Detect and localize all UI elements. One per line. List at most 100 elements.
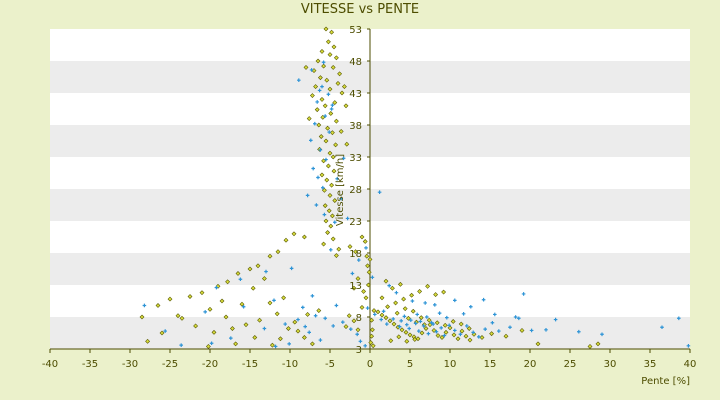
scatter-point	[387, 283, 391, 288]
scatter-point	[325, 163, 331, 169]
scatter-point	[335, 80, 341, 86]
scatter-point	[329, 107, 334, 111]
scatter-point	[355, 332, 359, 337]
scatter-point	[389, 285, 395, 291]
scatter-point	[334, 303, 339, 308]
scatter-point	[426, 317, 432, 323]
scatter-point	[391, 317, 395, 321]
scatter-point	[365, 263, 371, 269]
x-tick-label: 15	[484, 359, 497, 370]
scatter-point	[344, 141, 350, 147]
scatter-point	[319, 96, 325, 102]
scatter-point	[281, 295, 287, 301]
scatter-point	[319, 48, 325, 54]
scatter-point	[497, 329, 501, 333]
scatter-point	[333, 220, 337, 225]
scatter-point	[296, 317, 300, 322]
chart-title: VITESSE vs PENTE	[300, 2, 420, 17]
scatter-point	[343, 103, 349, 109]
y-tick-label: 33	[349, 153, 362, 164]
scatter-point	[205, 344, 211, 349]
y-tick-label: 28	[349, 185, 362, 196]
scatter-point	[333, 118, 339, 124]
scatter-point	[471, 330, 475, 335]
scatter-point	[287, 342, 291, 346]
scatter-point	[193, 323, 199, 329]
scatter-point	[368, 340, 374, 346]
scatter-point	[370, 343, 376, 349]
x-tick-label: 30	[604, 359, 617, 370]
scatter-point	[233, 341, 239, 347]
scatter-point	[328, 223, 334, 229]
scatter-point	[314, 203, 319, 207]
scatter-point	[333, 55, 339, 61]
scatter-point	[455, 336, 461, 342]
y-tick-label: 18	[349, 249, 362, 260]
scatter-point	[396, 334, 402, 340]
scatter-point	[320, 84, 324, 89]
scatter-point	[309, 68, 314, 72]
scatter-point	[145, 338, 151, 344]
scatter-point	[353, 249, 359, 255]
scatter-point	[330, 103, 335, 107]
scatter-point	[433, 292, 439, 298]
scatter-point	[327, 150, 333, 156]
scatter-point	[313, 313, 318, 318]
scatter-point	[187, 294, 193, 299]
scatter-point	[219, 298, 225, 304]
scatter-point	[250, 285, 256, 291]
scatter-point	[317, 88, 322, 93]
scatter-point	[223, 314, 229, 320]
scatter-point	[175, 313, 181, 319]
scatter-point	[529, 328, 534, 333]
scatter-point	[415, 312, 419, 317]
scatter-point	[419, 330, 425, 336]
scatter-point	[437, 311, 442, 315]
scatter-point	[315, 100, 319, 104]
scatter-point	[333, 253, 339, 258]
scatter-point	[295, 328, 301, 334]
scatter-point	[322, 212, 327, 217]
scatter-point	[459, 328, 465, 334]
scatter-point	[453, 298, 457, 303]
scatter-point	[463, 333, 469, 339]
scatter-point	[321, 241, 327, 247]
scatter-point	[394, 310, 400, 316]
scatter-point	[443, 329, 449, 335]
scatter-point	[142, 303, 147, 308]
scatter-point	[409, 292, 415, 298]
scatter-point	[321, 185, 325, 190]
scatter-point	[461, 312, 466, 316]
x-tick-label: 0	[367, 359, 373, 370]
scatter-point	[262, 326, 267, 331]
scatter-point	[544, 328, 548, 332]
scatter-point	[313, 121, 317, 126]
scatter-point	[309, 93, 315, 98]
scatter-point	[301, 305, 305, 310]
scatter-point	[167, 296, 173, 302]
scatter-point	[402, 314, 407, 319]
scatter-point	[481, 297, 486, 302]
scatter-point	[329, 182, 335, 188]
y-tick-label: 48	[349, 57, 362, 68]
scatter-point	[292, 319, 298, 325]
scatter-point	[306, 116, 312, 122]
scatter-point	[351, 318, 357, 324]
scatter-point	[257, 317, 263, 323]
scatter-point	[521, 292, 526, 296]
scatter-point	[337, 71, 343, 77]
scatter-point	[381, 309, 386, 314]
scatter-point	[409, 318, 413, 322]
scatter-point	[359, 234, 365, 240]
scatter-point	[347, 244, 353, 250]
scatter-point	[403, 329, 409, 335]
scatter-point	[310, 294, 315, 298]
scatter-point	[508, 325, 512, 330]
scatter-point	[324, 157, 328, 162]
scatter-point	[264, 269, 268, 274]
scatter-point	[332, 100, 338, 106]
scatter-point	[332, 198, 338, 203]
scatter-point	[399, 327, 405, 333]
scatter-point	[277, 336, 283, 342]
scatter-point	[447, 323, 451, 328]
